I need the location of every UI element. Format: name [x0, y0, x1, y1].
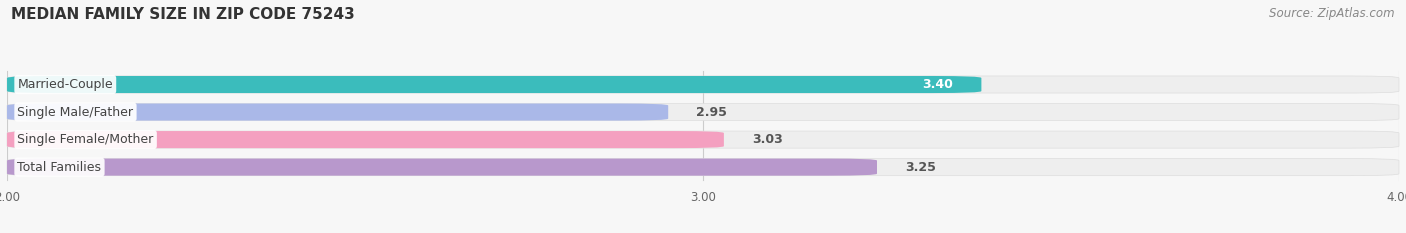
Text: 2.95: 2.95	[696, 106, 727, 119]
Text: 3.40: 3.40	[922, 78, 953, 91]
FancyBboxPatch shape	[7, 131, 1399, 148]
Text: Total Families: Total Families	[17, 161, 101, 174]
FancyBboxPatch shape	[7, 131, 724, 148]
Text: Married-Couple: Married-Couple	[17, 78, 112, 91]
Text: 3.25: 3.25	[905, 161, 936, 174]
FancyBboxPatch shape	[7, 76, 1399, 93]
FancyBboxPatch shape	[7, 159, 877, 176]
FancyBboxPatch shape	[7, 159, 1399, 176]
FancyBboxPatch shape	[7, 103, 668, 121]
Text: 3.03: 3.03	[752, 133, 783, 146]
Text: Single Male/Father: Single Male/Father	[17, 106, 134, 119]
Text: Single Female/Mother: Single Female/Mother	[17, 133, 153, 146]
Text: MEDIAN FAMILY SIZE IN ZIP CODE 75243: MEDIAN FAMILY SIZE IN ZIP CODE 75243	[11, 7, 354, 22]
FancyBboxPatch shape	[7, 103, 1399, 121]
FancyBboxPatch shape	[7, 76, 981, 93]
Text: Source: ZipAtlas.com: Source: ZipAtlas.com	[1270, 7, 1395, 20]
